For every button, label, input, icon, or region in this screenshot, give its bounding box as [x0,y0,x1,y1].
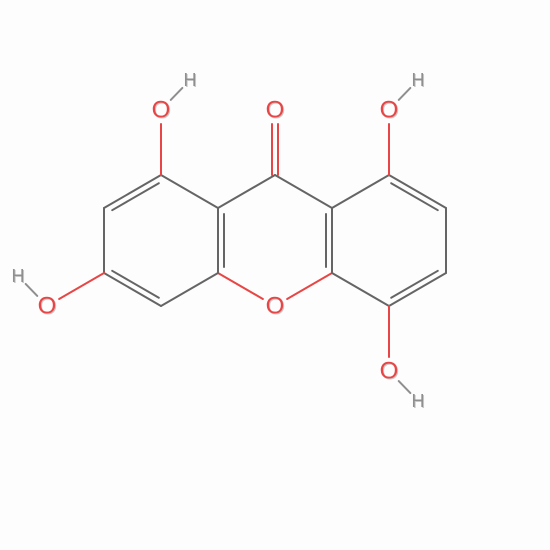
bond [399,88,411,100]
bond [399,381,411,393]
bonds-layer [26,88,446,393]
hydrogen-label: H [184,70,197,90]
hydrogen-label: H [412,391,425,411]
bond [332,273,389,306]
bond [275,175,332,208]
oxygen-label: O [152,97,171,124]
bond [161,273,218,306]
oxygen-label: O [266,97,285,124]
molecule-diagram: OOOOOOHHOOHHOOHHOOHH [0,0,550,550]
bond [26,284,38,296]
bond [287,273,332,299]
bond [218,273,263,299]
hydrogen-label: H [412,70,425,90]
oxygen-label: O [380,97,399,124]
oxygen-label: O [38,293,57,320]
bond [161,175,218,208]
oxygen-label: O [266,293,285,320]
bond [332,175,389,208]
oxygen-label: O [380,358,399,385]
hydrogen-label: H [12,266,25,286]
bond [218,175,275,208]
bond [171,88,183,100]
bond [59,273,104,299]
